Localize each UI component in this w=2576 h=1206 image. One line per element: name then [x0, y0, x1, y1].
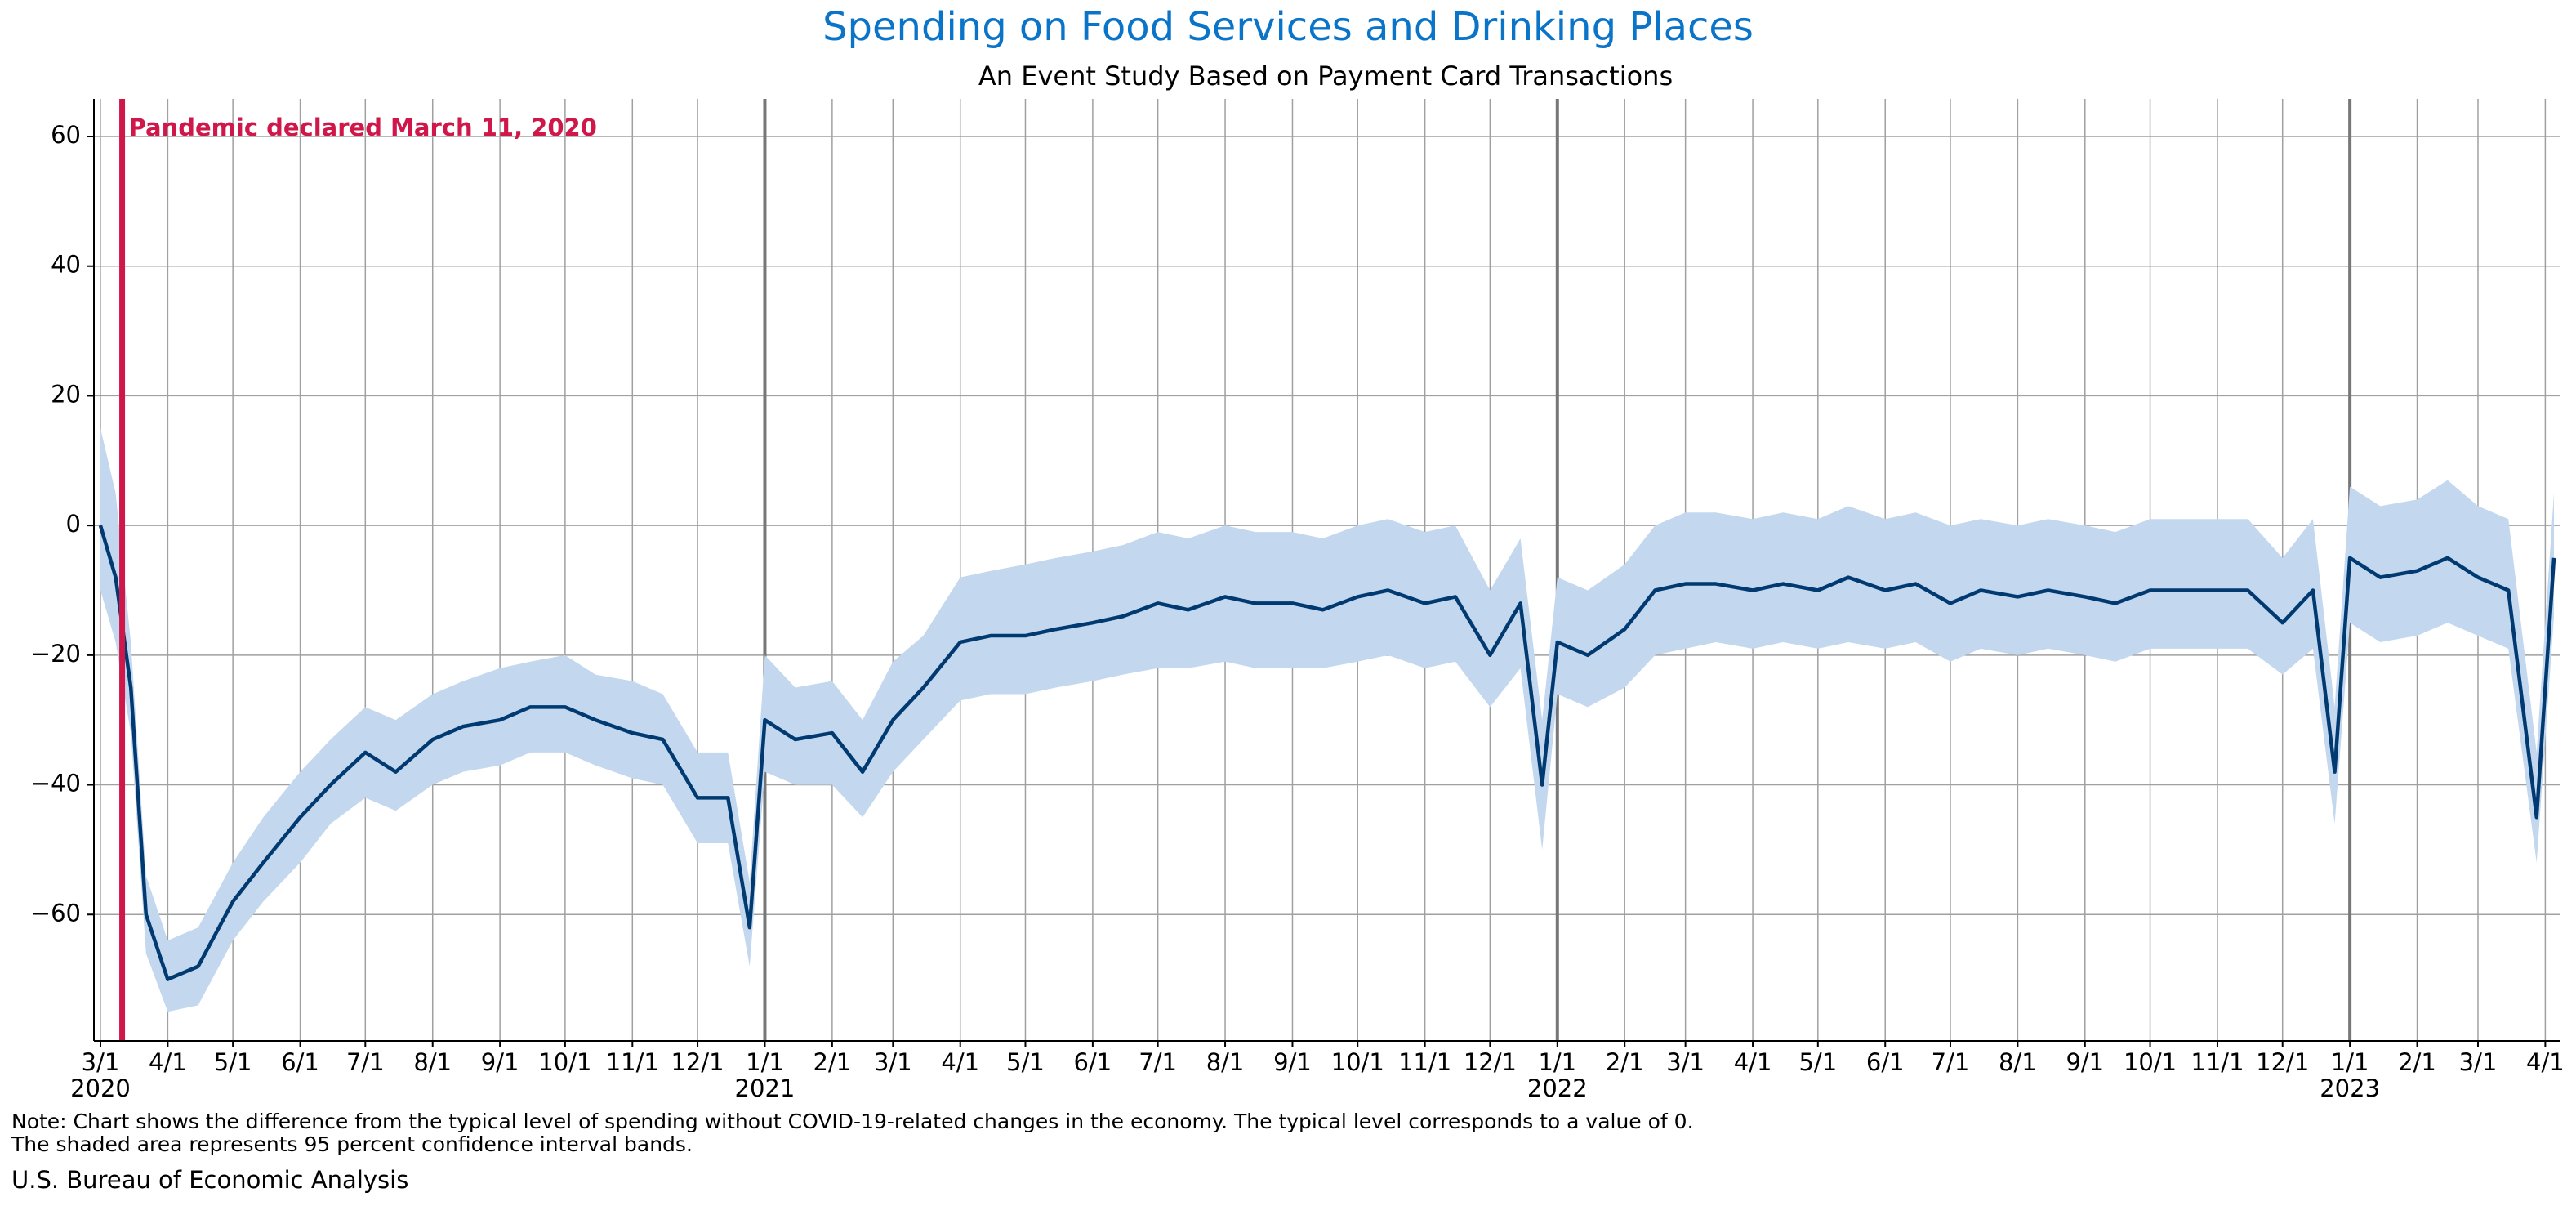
x-tick-label: 10/1: [1331, 1048, 1384, 1076]
x-tick-label: 3/1: [2459, 1048, 2498, 1076]
x-tick-label: 11/1: [606, 1048, 659, 1076]
x-tick-label: 5/1: [214, 1048, 252, 1076]
x-tick-label: 8/1: [1206, 1048, 1245, 1076]
x-tick-label: 5/1: [1006, 1048, 1045, 1076]
y-tick-label: 40: [51, 251, 81, 279]
y-tick-label: −60: [31, 899, 81, 927]
x-tick-label: 10/1: [2124, 1048, 2177, 1076]
y-tick-label: 0: [66, 510, 81, 538]
y-tick-label: 60: [51, 121, 81, 149]
x-tick-label: 4/1: [941, 1048, 979, 1076]
chart-title: Spending on Food Services and Drinking P…: [822, 4, 1754, 50]
x-tick-label: 5/1: [1798, 1048, 1837, 1076]
year-label: 2022: [1527, 1074, 1588, 1102]
x-tick-label: 12/1: [2256, 1048, 2309, 1076]
x-tick-label: 2/1: [1606, 1048, 1644, 1076]
annotation-text: Pandemic declared March 11, 2020: [129, 114, 597, 141]
chart-subtitle: An Event Study Based on Payment Card Tra…: [978, 60, 1673, 92]
x-tick-label: 6/1: [281, 1048, 319, 1076]
y-tick-label: −40: [31, 770, 81, 797]
x-tick-label: 11/1: [2190, 1048, 2244, 1076]
x-tick-label: 9/1: [1273, 1048, 1312, 1076]
x-tick-label: 3/1: [874, 1048, 912, 1076]
note: Note: Chart shows the difference from th…: [11, 1110, 1694, 1133]
x-tick-label: 7/1: [1932, 1048, 1970, 1076]
x-tick-label: 6/1: [1074, 1048, 1112, 1076]
x-tick-label: 3/1: [82, 1048, 120, 1076]
x-tick-label: 1/1: [1538, 1048, 1576, 1076]
x-tick-label: 1/1: [2331, 1048, 2369, 1076]
x-tick-label: 9/1: [481, 1048, 519, 1076]
x-tick-label: 8/1: [1999, 1048, 2037, 1076]
year-label: 2020: [70, 1074, 131, 1102]
x-tick-label: 11/1: [1398, 1048, 1451, 1076]
y-tick-label: 20: [51, 380, 81, 408]
x-tick-label: 4/1: [1734, 1048, 1772, 1076]
x-tick-label: 9/1: [2066, 1048, 2104, 1076]
data-line: [98, 525, 2556, 981]
y-tick-label: −20: [31, 640, 81, 668]
x-tick-label: 8/1: [413, 1048, 452, 1076]
x-tick-label: 2/1: [2398, 1048, 2436, 1076]
x-tick-label: 2/1: [813, 1048, 852, 1076]
x-tick-label: 1/1: [746, 1048, 784, 1076]
x-tick-label: 7/1: [1139, 1048, 1177, 1076]
note: The shaded area represents 95 percent co…: [11, 1132, 693, 1156]
x-tick-label: 10/1: [538, 1048, 591, 1076]
confidence-band: [100, 428, 2555, 1012]
x-tick-label: 3/1: [1666, 1048, 1705, 1076]
x-tick-label: 4/1: [149, 1048, 187, 1076]
x-tick-label: 6/1: [1866, 1048, 1905, 1076]
x-tick-label: 4/1: [2526, 1048, 2565, 1076]
year-label: 2021: [735, 1074, 796, 1102]
x-tick-label: 12/1: [1464, 1048, 1517, 1076]
x-tick-label: 12/1: [671, 1048, 724, 1076]
source: U.S. Bureau of Economic Analysis: [11, 1166, 408, 1194]
year-label: 2023: [2320, 1074, 2380, 1102]
x-tick-label: 7/1: [346, 1048, 385, 1076]
